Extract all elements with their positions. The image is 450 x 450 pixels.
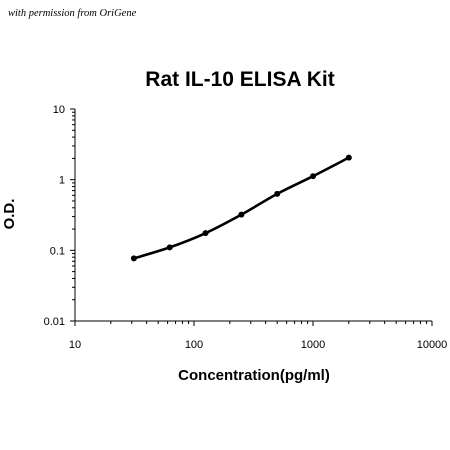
- data-point: [130, 255, 137, 262]
- axes: [74, 109, 432, 322]
- x-tick-label: 100: [185, 339, 203, 351]
- y-tick-label: 0.01: [44, 316, 65, 328]
- series-line: [133, 156, 350, 260]
- data-point: [202, 230, 209, 237]
- x-tick-label: 10: [69, 339, 81, 351]
- x-axis-label: Concentration(pg/ml): [178, 367, 330, 384]
- data-point: [274, 190, 281, 197]
- y-tick-label: 0.1: [50, 245, 65, 257]
- x-tick-label: 10000: [417, 339, 448, 351]
- y-axis-label: O.D.: [1, 199, 18, 230]
- y-tick-label: 1: [59, 175, 65, 187]
- data-point: [166, 244, 173, 251]
- data-point: [238, 211, 245, 218]
- watermark-text: with permission from OriGene: [8, 8, 137, 19]
- x-tick-label: 1000: [301, 339, 325, 351]
- y-tick-label: 10: [53, 104, 65, 116]
- data-point: [310, 173, 316, 180]
- data-point: [345, 154, 352, 161]
- plot-area: [130, 154, 352, 262]
- chart-title: Rat IL-10 ELISA Kit: [145, 68, 334, 91]
- ticks: 10 100 1000 10000 0.01 0.1 1 10: [44, 104, 448, 351]
